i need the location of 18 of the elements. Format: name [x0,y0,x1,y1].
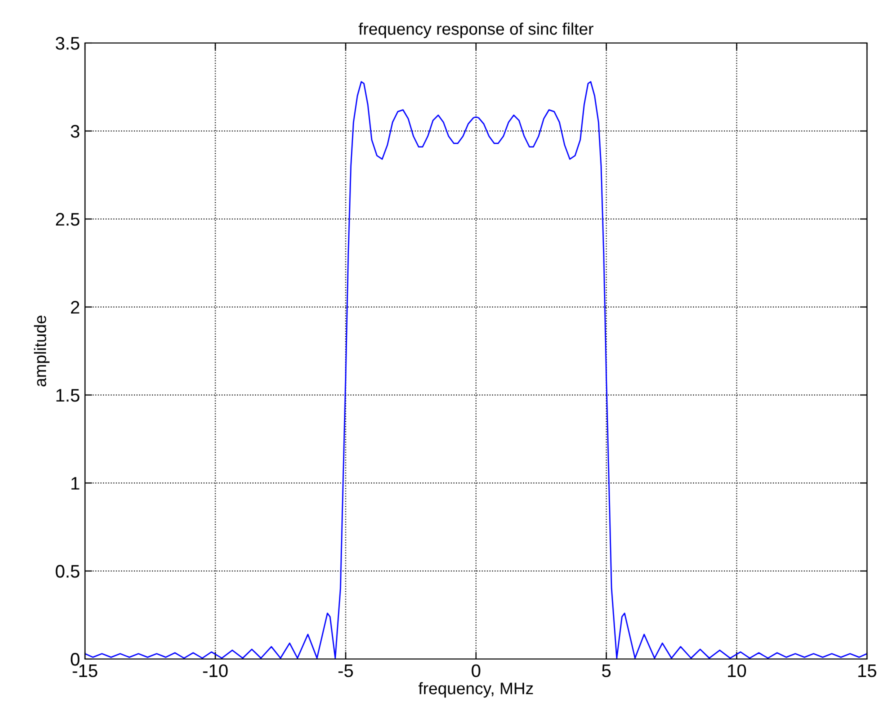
y-tick-label: 1 [71,477,80,490]
x-tick-label: -5 [338,664,353,678]
x-tick-label: 5 [602,664,611,678]
y-tick-label: 3 [70,124,80,138]
y-tick-label: 1.5 [56,389,80,402]
x-tick-label: 0 [472,664,480,678]
y-axis-title: amplitude [34,316,50,386]
y-tick-label: 0.5 [56,564,80,578]
x-tick-label: -10 [203,664,228,678]
x-tick-label: -15 [72,664,98,678]
x-axis-title: frequency, MHz [418,682,533,698]
x-tick-label: 15 [858,664,876,678]
x-tick-label: 10 [728,664,746,678]
y-tick-label: 0 [70,652,80,666]
y-tick-label: 2.5 [56,212,80,226]
chart-title: frequency response of sinc filter [358,22,594,38]
y-tick-label: 3.5 [56,36,80,50]
y-tick-label: 2 [71,300,80,314]
